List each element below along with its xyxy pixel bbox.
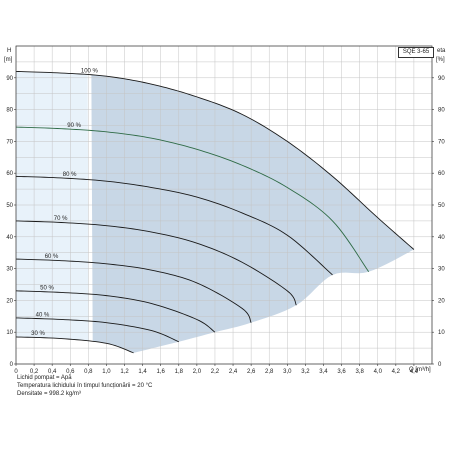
head-curve: [15, 317, 179, 343]
y-right-axis-label: eta: [437, 48, 446, 54]
y-right-tick-label: 60: [438, 171, 445, 177]
x-tick-label: 3,4: [319, 369, 328, 375]
y-right-tick-label: 90: [438, 76, 445, 82]
curve-label: 40 %: [36, 312, 50, 318]
axes: 0 0,2 0,4 0,6 0,8 1,0 1,2 1,4 1,6 1,8 2,0 2,2 2,4 2,6…: [6, 45, 445, 375]
x-tick-label: 4,2: [392, 369, 401, 375]
x-tick-label: 2,2: [211, 369, 220, 375]
y-left-tick-label: 50: [6, 203, 13, 209]
head-curve: [15, 175, 333, 276]
head-curve: [15, 70, 415, 250]
x-tick-label: 1,4: [138, 369, 147, 375]
head-curve: [15, 336, 134, 354]
model-label: SQE 3-65: [398, 47, 434, 58]
curve-label: 100 %: [81, 68, 99, 74]
y-left-tick-label: 40: [6, 235, 13, 241]
y-right-tick-label: 30: [438, 267, 445, 273]
x-tick-label: 1,0: [102, 369, 111, 375]
curve-label: 60 %: [45, 254, 59, 260]
y-left-tick-label: 0: [10, 362, 14, 368]
footer-line-1: Lichid pompat = Apă: [17, 375, 72, 381]
curve-label: 50 %: [40, 286, 54, 292]
curve-labels: 100 % 90 % 80 % 70 % 60 % 50 % 40 % 30 %: [31, 68, 98, 337]
y-right-tick-label: 0: [438, 362, 442, 368]
head-curves: [15, 70, 415, 354]
curve-label: 70 %: [54, 216, 68, 222]
x-tick-label: 1,2: [120, 369, 129, 375]
x-tick-label: 0,6: [66, 369, 75, 375]
y-left-tick-label: 10: [6, 330, 13, 336]
x-tick-label: 2,6: [247, 369, 256, 375]
head-curve: [15, 126, 370, 273]
head-curve: [15, 220, 297, 306]
y-left-tick-label: 80: [6, 108, 13, 114]
y-left-tick-label: 90: [6, 76, 13, 82]
x-tick-label: 3,2: [301, 369, 310, 375]
y-left-axis-unit: [m]: [4, 57, 13, 63]
x-tick-label: 2,8: [265, 369, 274, 375]
y-left-tick-label: 60: [6, 171, 13, 177]
y-left-tick-label: 20: [6, 298, 13, 304]
x-tick-label: 0: [14, 369, 18, 375]
y-left-tick-label: 70: [6, 139, 13, 145]
footer-line-2: Temperatura lichidului în timpul funcțio…: [17, 383, 153, 389]
x-tick-label: 0,8: [84, 369, 93, 375]
curve-label: 90 %: [67, 123, 81, 129]
y-right-tick-label: 80: [438, 108, 445, 114]
region-operating: [91, 74, 414, 353]
x-tick-label: 1,8: [175, 369, 184, 375]
x-tick-label: 3,6: [337, 369, 346, 375]
x-tick-label: 4,0: [374, 369, 383, 375]
x-tick-label: 0,4: [48, 369, 57, 375]
x-tick-label: 3,0: [283, 369, 292, 375]
grid-lines: [15, 45, 433, 365]
y-right-tick-label: 70: [438, 139, 445, 145]
x-tick-label: 1,6: [157, 369, 166, 375]
curve-label: 80 %: [63, 172, 77, 178]
x-axis-unit: Q [m³/h]: [409, 367, 431, 373]
y-left-axis-label: H: [7, 48, 11, 54]
y-right-tick-label: 10: [438, 330, 445, 336]
footer-line-3: Densitate = 998.2 kg/m³: [17, 391, 81, 397]
y-right-axis-unit: [%]: [436, 57, 445, 63]
head-curve: [15, 258, 252, 323]
x-tick-label: 2,0: [193, 369, 202, 375]
x-tick-label: 4,4: [410, 369, 419, 375]
x-tick-label: 0,2: [30, 369, 39, 375]
head-curve: [15, 290, 216, 333]
curve-label: 30 %: [31, 331, 45, 337]
x-tick-label: 3,8: [355, 369, 364, 375]
y-left-tick-label: 30: [6, 267, 13, 273]
y-right-tick-label: 50: [438, 203, 445, 209]
y-right-tick-label: 40: [438, 235, 445, 241]
x-tick-label: 2,4: [229, 369, 238, 375]
y-right-tick-label: 20: [438, 298, 445, 304]
